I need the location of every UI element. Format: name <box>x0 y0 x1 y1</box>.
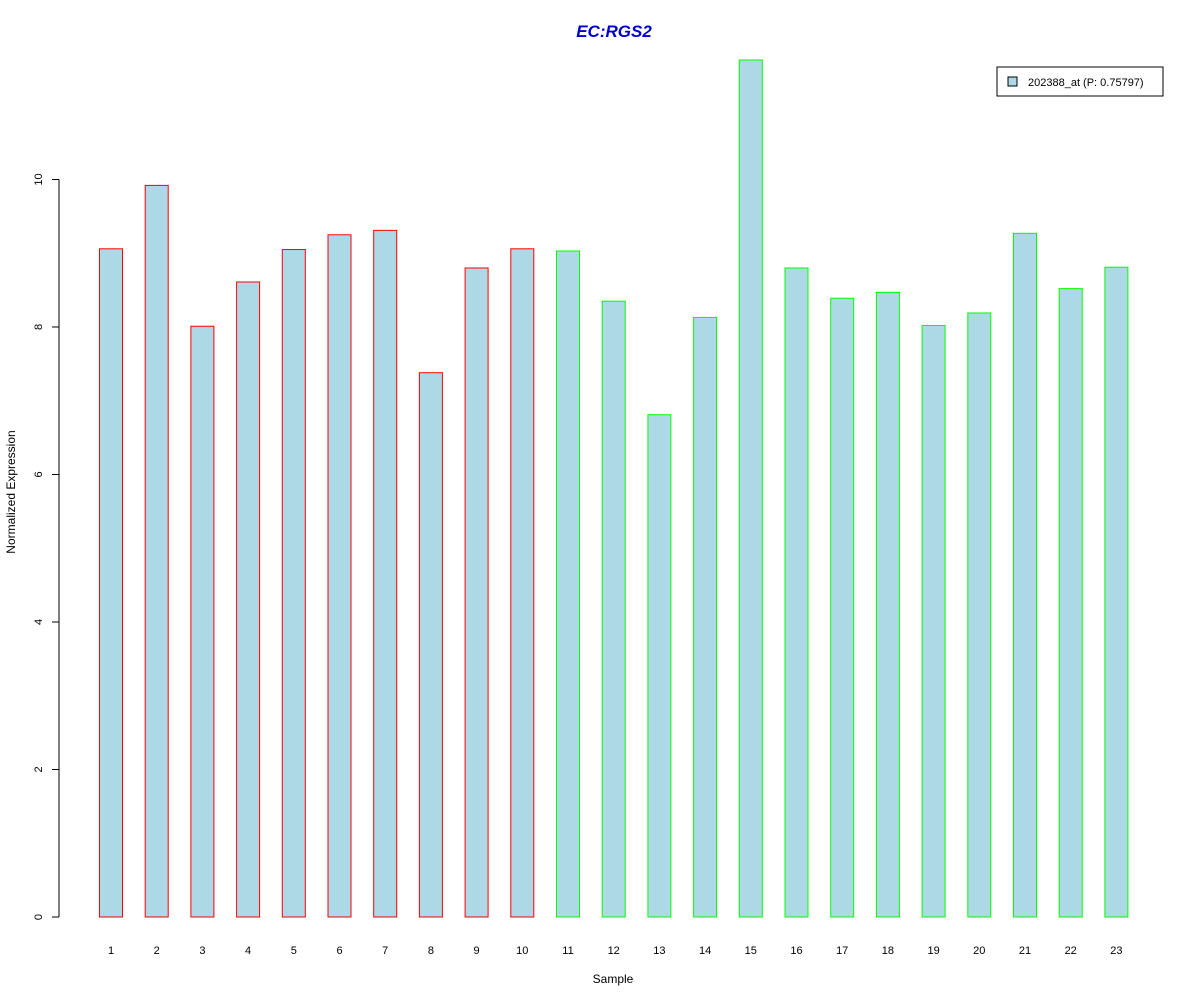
bar-sample-20 <box>967 312 992 918</box>
bar-sample-12 <box>601 300 626 918</box>
bar-sample-14 <box>693 316 718 918</box>
x-axis-label: Sample <box>593 972 634 986</box>
x-tick-label: 23 <box>1110 945 1122 957</box>
x-tick-label: 12 <box>608 945 620 957</box>
x-tick-label: 15 <box>745 945 757 957</box>
y-tick-label: 0 <box>33 914 45 920</box>
x-tick-label: 20 <box>973 945 985 957</box>
y-tick-label: 4 <box>33 619 45 625</box>
bar-sample-17 <box>830 297 855 918</box>
bar-sample-2 <box>144 184 169 918</box>
y-tick-label: 2 <box>33 766 45 772</box>
x-tick-label: 4 <box>245 945 251 957</box>
bar-sample-9 <box>464 267 489 918</box>
x-tick-label: 11 <box>562 945 573 957</box>
bar-sample-16 <box>784 267 809 918</box>
bar-sample-18 <box>875 291 900 918</box>
bar-sample-6 <box>327 234 352 918</box>
legend-label: 202388_at (P: 0.75797) <box>1028 77 1144 89</box>
x-tick-label: 6 <box>336 945 342 957</box>
x-tick-label: 9 <box>474 945 480 957</box>
bar-sample-10 <box>510 248 535 918</box>
bar-sample-22 <box>1058 288 1083 918</box>
legend: 202388_at (P: 0.75797) <box>996 66 1164 97</box>
x-tick-label: 1 <box>108 945 114 957</box>
bar-sample-19 <box>921 325 946 918</box>
legend-swatch <box>1007 76 1018 87</box>
y-tick-label: 10 <box>33 173 45 185</box>
x-tick-label: 18 <box>882 945 894 957</box>
y-tick-label: 6 <box>33 471 45 477</box>
x-tick-labels: 1 2 3 4 5 6 7 8 9 10 11 12 13 14 15 16 17 18 19 20 21 22 23 <box>108 945 1123 957</box>
bar-sample-7 <box>373 229 398 918</box>
x-tick-label: 10 <box>516 945 528 957</box>
x-tick-label: 19 <box>927 945 939 957</box>
chart-title: EC:RGS2 <box>576 22 652 41</box>
x-tick-label: 3 <box>199 945 205 957</box>
x-tick-label: 21 <box>1019 945 1031 957</box>
x-tick-label: 17 <box>836 945 848 957</box>
bar-sample-5 <box>281 249 306 918</box>
y-axis-label: Normalized Expression <box>4 430 18 553</box>
bar-sample-3 <box>190 325 215 918</box>
bar-sample-21 <box>1013 232 1037 918</box>
bar-sample-23 <box>1104 266 1129 918</box>
bars-group <box>99 59 1129 918</box>
x-tick-label: 16 <box>790 945 802 957</box>
legend-box <box>996 66 1164 97</box>
x-tick-label: 14 <box>699 945 711 957</box>
y-axis: 0 2 4 6 8 10 <box>33 173 60 920</box>
x-tick-label: 5 <box>291 945 297 957</box>
bar-sample-11 <box>556 250 580 918</box>
x-tick-label: 7 <box>382 945 388 957</box>
y-tick-label: 8 <box>33 324 45 330</box>
bar-sample-1 <box>99 248 123 918</box>
x-tick-label: 2 <box>154 945 160 957</box>
x-tick-label: 22 <box>1065 945 1077 957</box>
bar-sample-15 <box>738 59 763 918</box>
x-tick-label: 8 <box>428 945 434 957</box>
x-tick-label: 13 <box>653 945 665 957</box>
bar-sample-13 <box>647 414 672 918</box>
bar-sample-8 <box>418 372 443 918</box>
bar-sample-4 <box>236 281 261 918</box>
